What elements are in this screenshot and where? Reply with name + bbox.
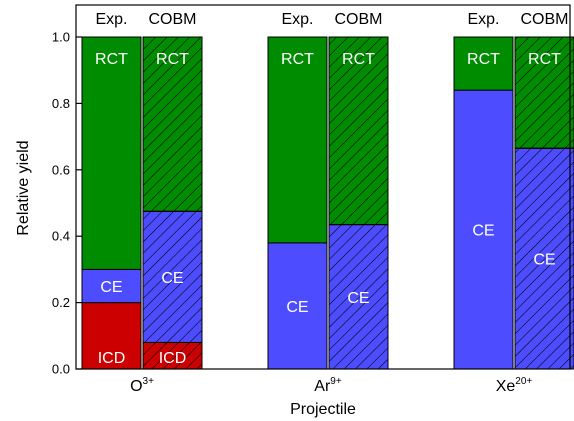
bar-segment-hatch: [142, 36, 203, 212]
bar-segment-hatch: [328, 224, 389, 370]
segment-label-icd: ICD: [98, 350, 126, 367]
y-tick-label: 0.0: [52, 362, 70, 377]
y-tick-label: 0.6: [52, 162, 70, 177]
bar-segment-hatch: [328, 36, 389, 226]
segment-label-ce: CE: [161, 270, 183, 287]
segment-label-rct: RCT: [281, 51, 314, 68]
bar-segment-hatch: [142, 210, 203, 343]
bar-type-label: COBM: [335, 11, 383, 28]
bar-segment-ce: [453, 89, 514, 370]
segment-label-rct: RCT: [528, 51, 561, 68]
y-tick-label: 0.8: [52, 96, 70, 111]
plot-area: 0.0 0.2 0.4 0.6 0.8 1.0 ICD CE RCT Exp. ICD CE RCT CO…: [52, 11, 574, 395]
bar-segment-rct: [267, 36, 328, 244]
segment-label-icd: ICD: [159, 350, 187, 367]
bar-segment-hatch: [514, 36, 574, 149]
y-tick-label: 1.0: [52, 30, 70, 45]
bar-segment-rct: [453, 36, 514, 91]
segment-label-ce: CE: [100, 279, 122, 296]
category-label: O3+: [130, 376, 154, 395]
segment-label-ce: CE: [347, 290, 369, 307]
bar-type-label: COBM: [149, 11, 197, 28]
bar-segment-rct: [81, 36, 142, 270]
category-label: Ar9+: [314, 376, 342, 395]
bar-type-label: COBM: [521, 11, 569, 28]
segment-label-rct: RCT: [95, 51, 128, 68]
segment-label-ce: CE: [533, 252, 555, 269]
segment-label-rct: RCT: [467, 51, 500, 68]
bar-type-label: Exp.: [281, 11, 313, 28]
segment-label-rct: RCT: [156, 51, 189, 68]
bar-type-label: Exp.: [467, 11, 499, 28]
y-tick-label: 0.2: [52, 295, 70, 310]
bar-segment-ce: [81, 268, 142, 304]
y-tick-label: 0.4: [52, 229, 70, 244]
bar-segment-hatch: [514, 147, 574, 370]
category-label: Xe20+: [496, 376, 533, 395]
x-axis-title: Projectile: [290, 401, 356, 418]
bar-type-label: Exp.: [95, 11, 127, 28]
segment-label-ce: CE: [286, 299, 308, 316]
segment-label-ce: CE: [472, 223, 494, 240]
plot-frame: [75, 4, 571, 370]
segment-label-rct: RCT: [342, 51, 375, 68]
y-axis-title: Relative yield: [15, 140, 32, 235]
